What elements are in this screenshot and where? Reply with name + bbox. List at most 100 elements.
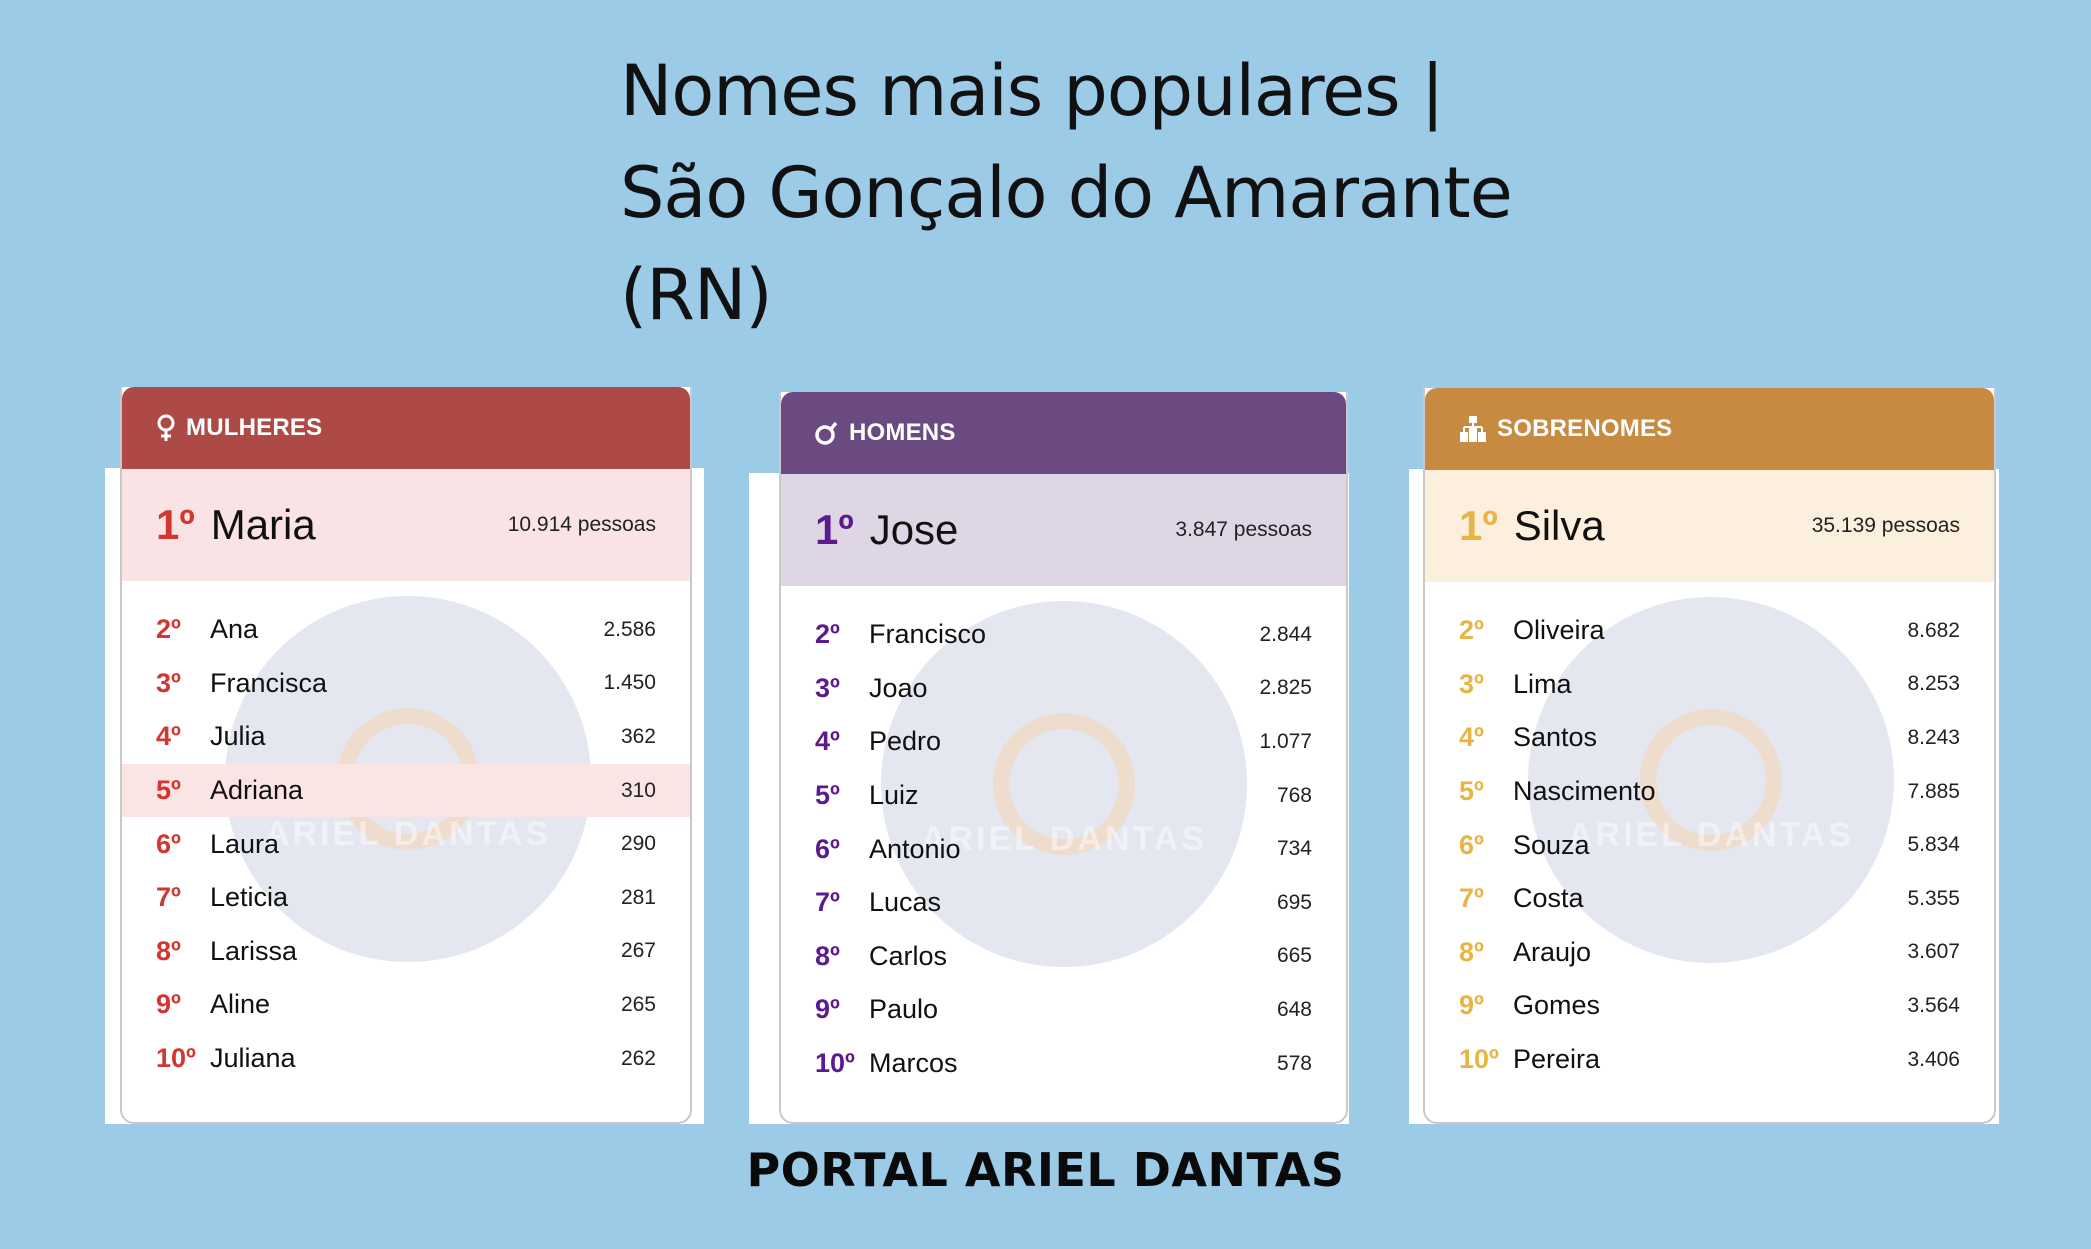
rank: 6º	[815, 833, 840, 864]
list-item: 10º Pereira 3.406	[1425, 1033, 1994, 1087]
surnames-top-rank: 1º	[1459, 502, 1498, 549]
rank: 4º	[1459, 722, 1484, 753]
men-card: HOMENS 1º Jose 3.847 pessoas ARIEL DANTA…	[779, 392, 1348, 1124]
name: Laura	[210, 828, 280, 859]
men-top-rank: 1º	[815, 506, 854, 553]
men-card-header: HOMENS	[781, 392, 1346, 474]
list-item: 8º Larissa 267	[122, 925, 690, 979]
count: 267	[620, 939, 656, 963]
men-top-count: 3.847 pessoas	[1175, 518, 1312, 541]
rank: 3º	[815, 672, 840, 703]
family-tree-icon	[1459, 415, 1487, 443]
list-item: 4º Santos 8.243	[1425, 711, 1994, 765]
rank: 2º	[156, 614, 181, 645]
list-item: 8º Carlos 665	[781, 930, 1346, 984]
list-item: 10º Marcos 578	[781, 1037, 1346, 1091]
name: Souza	[1513, 829, 1590, 860]
count: 362	[620, 724, 656, 748]
surnames-top-name: Silva	[1513, 502, 1605, 549]
count: 281	[620, 885, 656, 909]
list-item: 8º Araujo 3.607	[1425, 926, 1994, 980]
list-item: 6º Laura 290	[122, 817, 690, 871]
rank: 2º	[1459, 615, 1484, 646]
count: 5.834	[1907, 833, 1960, 857]
count: 5.355	[1907, 886, 1960, 910]
name: Adriana	[210, 775, 304, 806]
count: 2.825	[1259, 676, 1312, 700]
name: Oliveira	[1513, 615, 1605, 646]
list-item: 6º Antonio 734	[781, 822, 1346, 876]
name: Lucas	[869, 887, 942, 918]
name: Antonio	[869, 833, 961, 864]
rank: 3º	[1459, 668, 1484, 699]
rank: 9º	[1459, 990, 1484, 1021]
count: 290	[620, 832, 656, 856]
list-item: 9º Aline 265	[122, 978, 690, 1032]
rank: 5º	[815, 780, 840, 811]
name: Francisco	[869, 619, 987, 650]
name: Larissa	[210, 935, 298, 966]
count: 578	[1276, 1051, 1312, 1075]
list-item: 2º Francisco 2.844	[781, 608, 1346, 662]
list-item: 3º Francisca 1.450	[122, 657, 690, 711]
rank: 7º	[156, 882, 181, 913]
count: 648	[1276, 997, 1312, 1021]
list-item: 6º Souza 5.834	[1425, 818, 1994, 872]
women-list: ARIEL DANTAS 2º Ana 2.586 3º Francisca 1.450…	[122, 581, 690, 1085]
women-card-title: MULHERES	[186, 414, 323, 441]
rank: 8º	[1459, 936, 1484, 967]
name: Ana	[210, 614, 259, 645]
rank: 8º	[815, 940, 840, 971]
rank: 4º	[815, 726, 840, 757]
list-item: 4º Julia 362	[122, 710, 690, 764]
name: Leticia	[210, 882, 289, 913]
count: 768	[1276, 783, 1312, 807]
surnames-list: ARIEL DANTAS 2º Oliveira 8.682 3º Lima 8.253…	[1425, 582, 1994, 1086]
count: 8.253	[1907, 672, 1960, 696]
name: Joao	[869, 672, 928, 703]
name: Gomes	[1513, 990, 1601, 1021]
rank: 10º	[815, 1048, 855, 1079]
surnames-card-header: SOBRENOMES	[1425, 388, 1994, 470]
name: Santos	[1513, 722, 1598, 753]
list-item: 7º Lucas 695	[781, 876, 1346, 930]
women-top-row: 1º Maria 10.914 pessoas	[122, 469, 690, 581]
men-card-title: HOMENS	[849, 419, 956, 446]
list-item: 7º Costa 5.355	[1425, 872, 1994, 926]
women-top-name: Maria	[210, 501, 316, 548]
rank: 10º	[1459, 1044, 1499, 1075]
name: Aline	[210, 989, 271, 1020]
title-line-2: São Gonçalo do Amarante	[620, 152, 1513, 234]
count: 2.844	[1259, 622, 1312, 646]
name: Costa	[1513, 883, 1584, 914]
surnames-card: SOBRENOMES 1º Silva 35.139 pessoas ARIEL…	[1423, 388, 1996, 1124]
name: Pedro	[869, 726, 942, 757]
count: 7.885	[1907, 779, 1960, 803]
name: Lima	[1513, 668, 1572, 699]
count: 8.243	[1907, 725, 1960, 749]
rank: 7º	[815, 887, 840, 918]
rank: 2º	[815, 619, 840, 650]
men-list: ARIEL DANTAS 2º Francisco 2.844 3º Joao 2.82…	[781, 586, 1346, 1090]
footer-brand: PORTAL ARIEL DANTAS	[746, 1143, 1345, 1197]
title-line-1: Nomes mais populares |	[620, 50, 1444, 132]
surnames-top-row: 1º Silva 35.139 pessoas	[1425, 470, 1994, 582]
male-icon	[815, 420, 839, 446]
count: 310	[620, 778, 656, 802]
list-item: 4º Pedro 1.077	[781, 715, 1346, 769]
rank: 7º	[1459, 883, 1484, 914]
name: Pereira	[1513, 1044, 1601, 1075]
women-top-count: 10.914 pessoas	[507, 513, 656, 536]
page-title: Nomes mais populares | São Gonçalo do Am…	[620, 40, 1720, 346]
men-top-name: Jose	[869, 506, 959, 553]
name: Juliana	[210, 1043, 296, 1074]
list-item: 7º Leticia 281	[122, 871, 690, 925]
count: 3.564	[1907, 993, 1960, 1017]
rank: 4º	[156, 721, 181, 752]
count: 665	[1276, 944, 1312, 968]
rank: 9º	[815, 994, 840, 1025]
list-item: 9º Paulo 648	[781, 983, 1346, 1037]
name: Francisca	[210, 667, 328, 698]
female-icon	[156, 414, 176, 442]
name: Marcos	[869, 1048, 958, 1079]
